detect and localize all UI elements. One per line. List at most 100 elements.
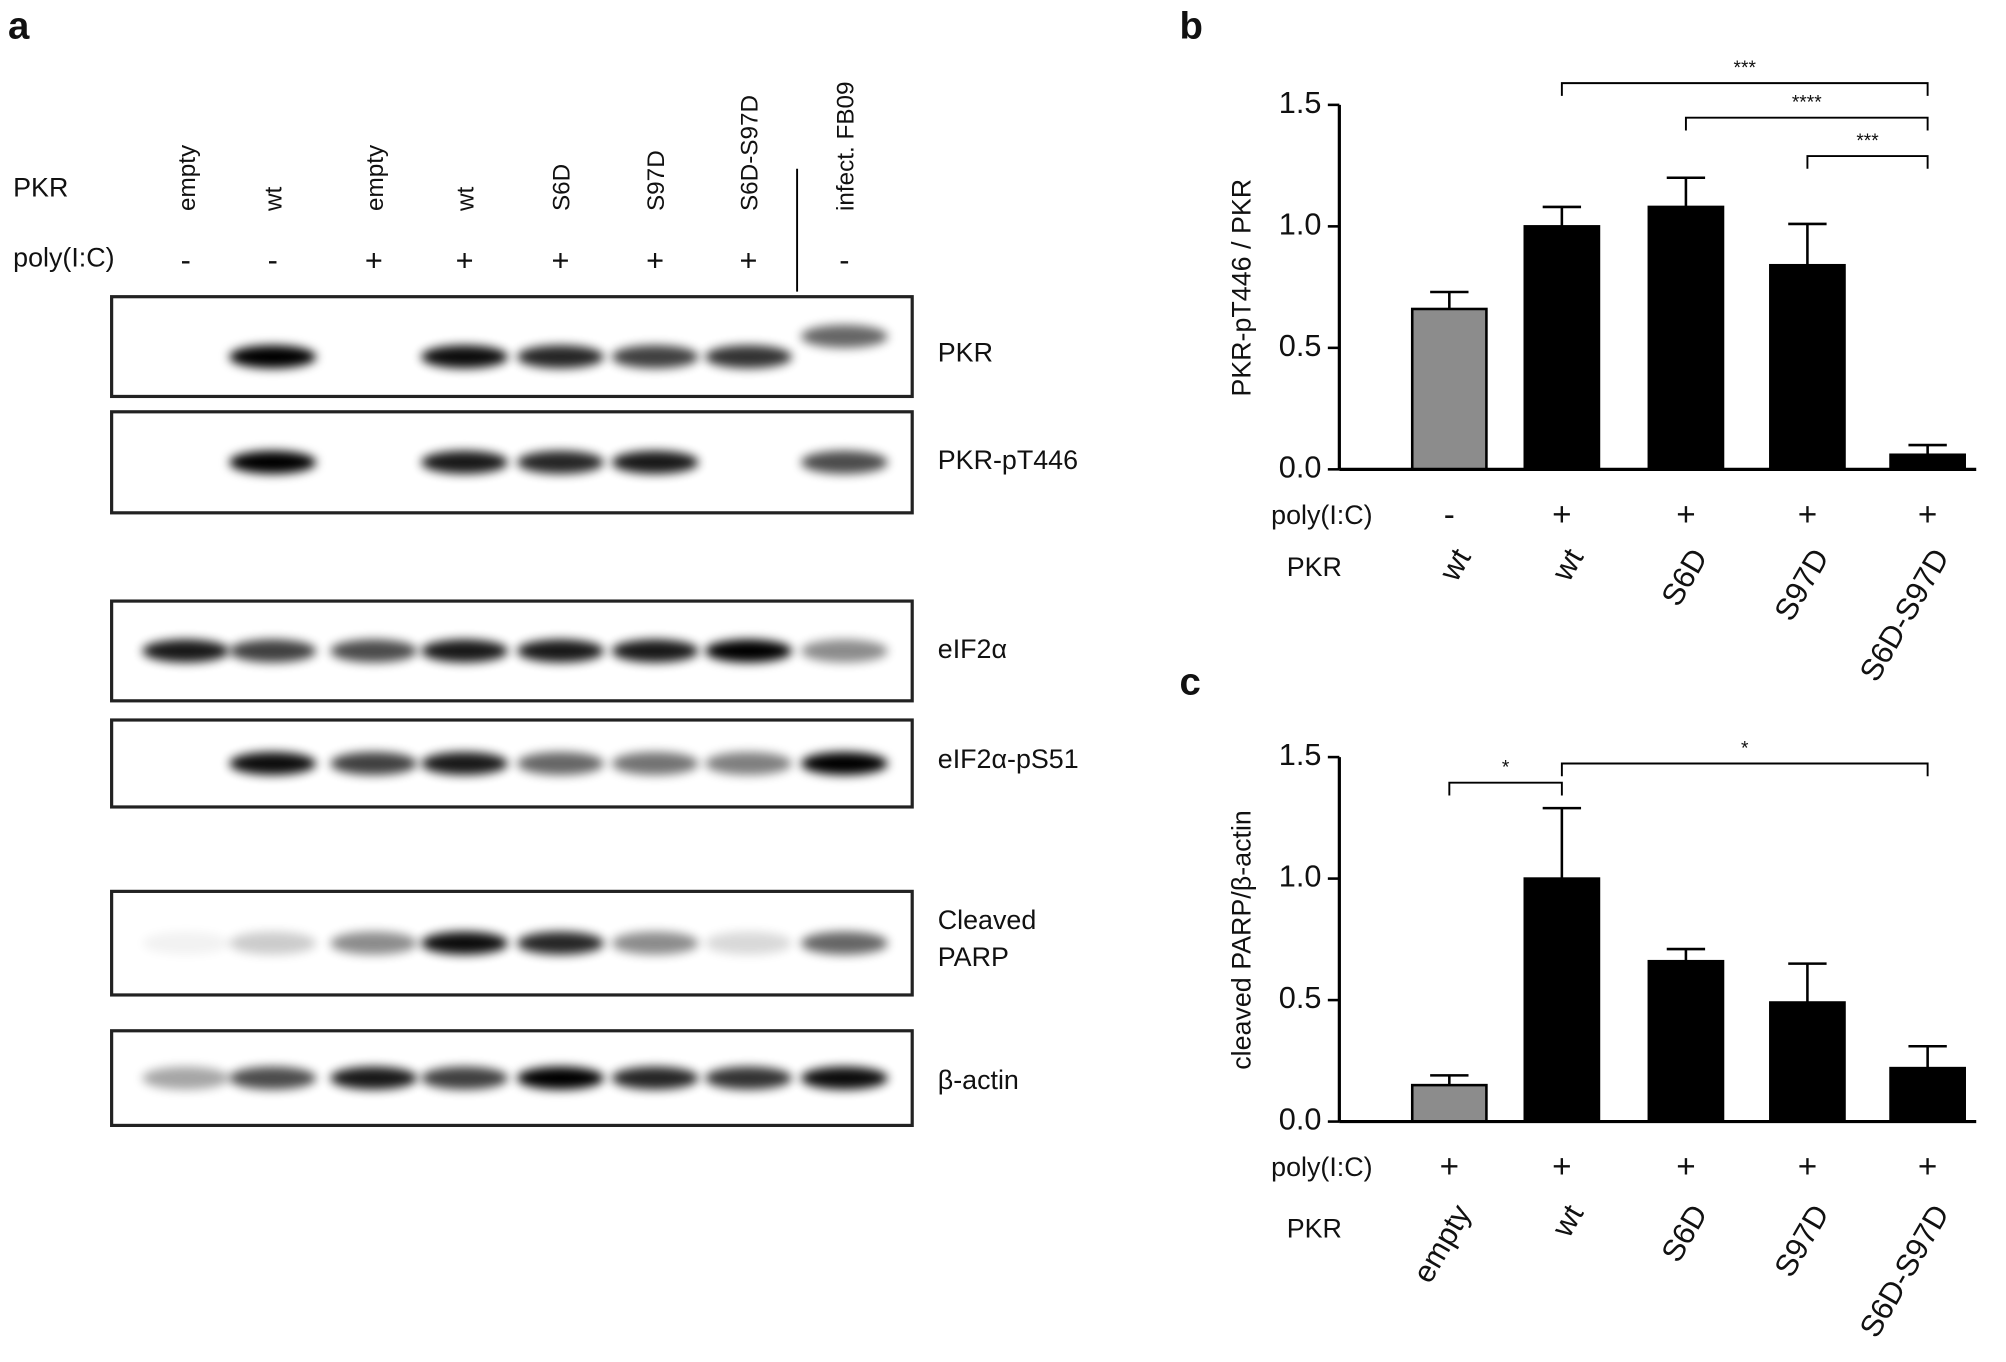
poly-sign: - [1444, 496, 1455, 533]
panel-label: c [1179, 660, 1200, 703]
band [142, 931, 230, 955]
band [142, 639, 230, 663]
band [229, 639, 317, 663]
band [517, 751, 604, 775]
bar [1889, 453, 1966, 471]
significance-label: **** [1792, 93, 1822, 114]
row-label: PKR [13, 172, 68, 202]
significance-bracket [1806, 155, 1929, 169]
band [705, 751, 792, 775]
poly-sign: + [1798, 496, 1817, 533]
blot-label: eIF2α [938, 634, 1007, 664]
band [421, 450, 509, 474]
band [611, 751, 699, 775]
blot-label: eIF2α-pS51 [938, 744, 1079, 774]
bar [1647, 959, 1725, 1123]
poly-sign: - [839, 242, 849, 277]
poly-sign: + [646, 242, 664, 277]
band [142, 1066, 230, 1090]
band [800, 639, 888, 663]
poly-sign: + [1552, 496, 1571, 533]
band [611, 639, 699, 663]
band [229, 450, 317, 474]
band [330, 639, 418, 663]
band [517, 345, 604, 369]
y-axis-label: PKR-pT446 / PKR [1227, 179, 1257, 397]
blot-frame [110, 410, 914, 515]
y-tick-label: 0.0 [1279, 449, 1322, 484]
band [800, 324, 888, 348]
x-tick-label: S6D [1654, 543, 1714, 612]
bar [1523, 877, 1601, 1123]
lane-label: empty [362, 144, 389, 211]
band [517, 931, 604, 955]
lane-label: wt [261, 186, 288, 212]
significance-label: * [1741, 738, 1749, 759]
poly-sign: - [181, 242, 191, 277]
band [800, 450, 888, 474]
band [330, 931, 418, 955]
blot-label: PARP [938, 942, 1009, 972]
x-tick-label: wt [1544, 542, 1590, 587]
band [800, 931, 888, 955]
poly-sign: + [1918, 1149, 1937, 1186]
y-tick-label: 1.5 [1279, 85, 1322, 120]
panel-label: a [8, 4, 30, 47]
band [229, 1066, 317, 1090]
poly-sign: + [1552, 1149, 1571, 1186]
poly-sign: + [1676, 1149, 1695, 1186]
band [229, 345, 317, 369]
significance-bracket [1560, 762, 1929, 777]
row-label: PKR [1287, 1213, 1342, 1243]
row-label: poly(I:C) [1271, 1152, 1372, 1182]
band [330, 751, 418, 775]
y-tick-label: 1.5 [1279, 737, 1322, 772]
blot-strip [110, 718, 914, 809]
y-tick-label: 0.5 [1279, 328, 1322, 363]
y-axis-label: cleaved PARP/β-actin [1227, 810, 1257, 1070]
lane-label: S6D-S97D [736, 95, 763, 211]
band [517, 1066, 604, 1090]
band [421, 1066, 509, 1090]
significance-bracket [1684, 116, 1929, 131]
band [800, 1066, 888, 1090]
panel-label: b [1179, 4, 1202, 47]
significance-label: *** [1734, 58, 1757, 79]
x-tick-label: S97D [1767, 543, 1836, 627]
x-tick-label: S6D-S97D [1852, 543, 1956, 688]
blot-strip [110, 295, 914, 399]
significance-bracket [1560, 82, 1929, 96]
band [705, 345, 792, 369]
significance-bracket [1448, 781, 1563, 796]
x-tick-label: S6D [1654, 1199, 1714, 1268]
band [421, 751, 509, 775]
lane-label: wt [453, 186, 480, 212]
significance-label: *** [1856, 131, 1879, 152]
poly-sign: + [740, 242, 758, 277]
bar [1523, 225, 1601, 471]
bar [1647, 205, 1725, 471]
bar [1889, 1066, 1966, 1123]
y-tick-label: 0.0 [1279, 1102, 1322, 1137]
blot-label: PKR-pT446 [938, 445, 1078, 475]
bar [1410, 307, 1488, 471]
significance-label: * [1502, 758, 1510, 779]
blot-label: Cleaved [938, 905, 1037, 935]
blot-frame [110, 295, 914, 399]
y-tick-label: 0.5 [1279, 980, 1322, 1015]
band [330, 1066, 418, 1090]
band [229, 751, 317, 775]
blot-strip [110, 889, 914, 997]
band [421, 345, 509, 369]
bar [1769, 263, 1846, 471]
band [611, 931, 699, 955]
y-tick-label: 1.0 [1279, 206, 1322, 241]
band [611, 1066, 699, 1090]
bar [1410, 1083, 1488, 1123]
band [705, 931, 792, 955]
poly-sign: + [1798, 1149, 1817, 1186]
band [611, 345, 699, 369]
poly-sign: - [268, 242, 278, 277]
y-tick-label: 1.0 [1279, 859, 1322, 894]
